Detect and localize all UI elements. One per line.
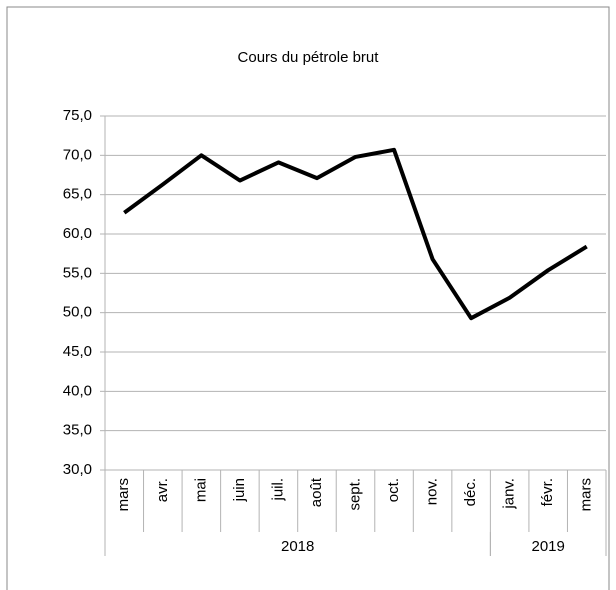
x-tick-label: sept. <box>346 478 363 511</box>
y-tick-label: 30,0 <box>63 461 92 478</box>
x-tick-label: mars <box>115 478 132 511</box>
y-tick-label: 70,0 <box>63 146 92 163</box>
group-label: 2018 <box>281 538 314 555</box>
y-tick-label: 40,0 <box>63 382 92 399</box>
chart-title: Cours du pétrole brut <box>238 49 380 66</box>
y-tick-label: 55,0 <box>63 264 92 281</box>
y-tick-label: 50,0 <box>63 304 92 321</box>
chart-frame <box>6 6 610 590</box>
x-tick-label: août <box>308 477 325 507</box>
x-tick-label: oct. <box>385 478 402 502</box>
x-tick-label: juin <box>231 478 248 502</box>
x-tick-label: avr. <box>154 478 171 502</box>
x-tick-label: févr. <box>539 478 556 506</box>
x-tick-label: déc. <box>462 478 479 506</box>
group-label: 2019 <box>532 538 565 555</box>
y-tick-label: 75,0 <box>63 107 92 124</box>
x-tick-label: nov. <box>424 478 441 505</box>
y-tick-label: 45,0 <box>63 343 92 360</box>
x-tick-label: janv. <box>501 478 518 510</box>
x-tick-label: mai <box>192 478 209 502</box>
x-tick-label: mars <box>578 478 595 511</box>
line <box>123 147 588 321</box>
y-tick-label: 65,0 <box>63 186 92 203</box>
y-tick-label: 35,0 <box>63 422 92 439</box>
x-tick-label: juil. <box>269 478 286 502</box>
y-tick-label: 60,0 <box>63 225 92 242</box>
